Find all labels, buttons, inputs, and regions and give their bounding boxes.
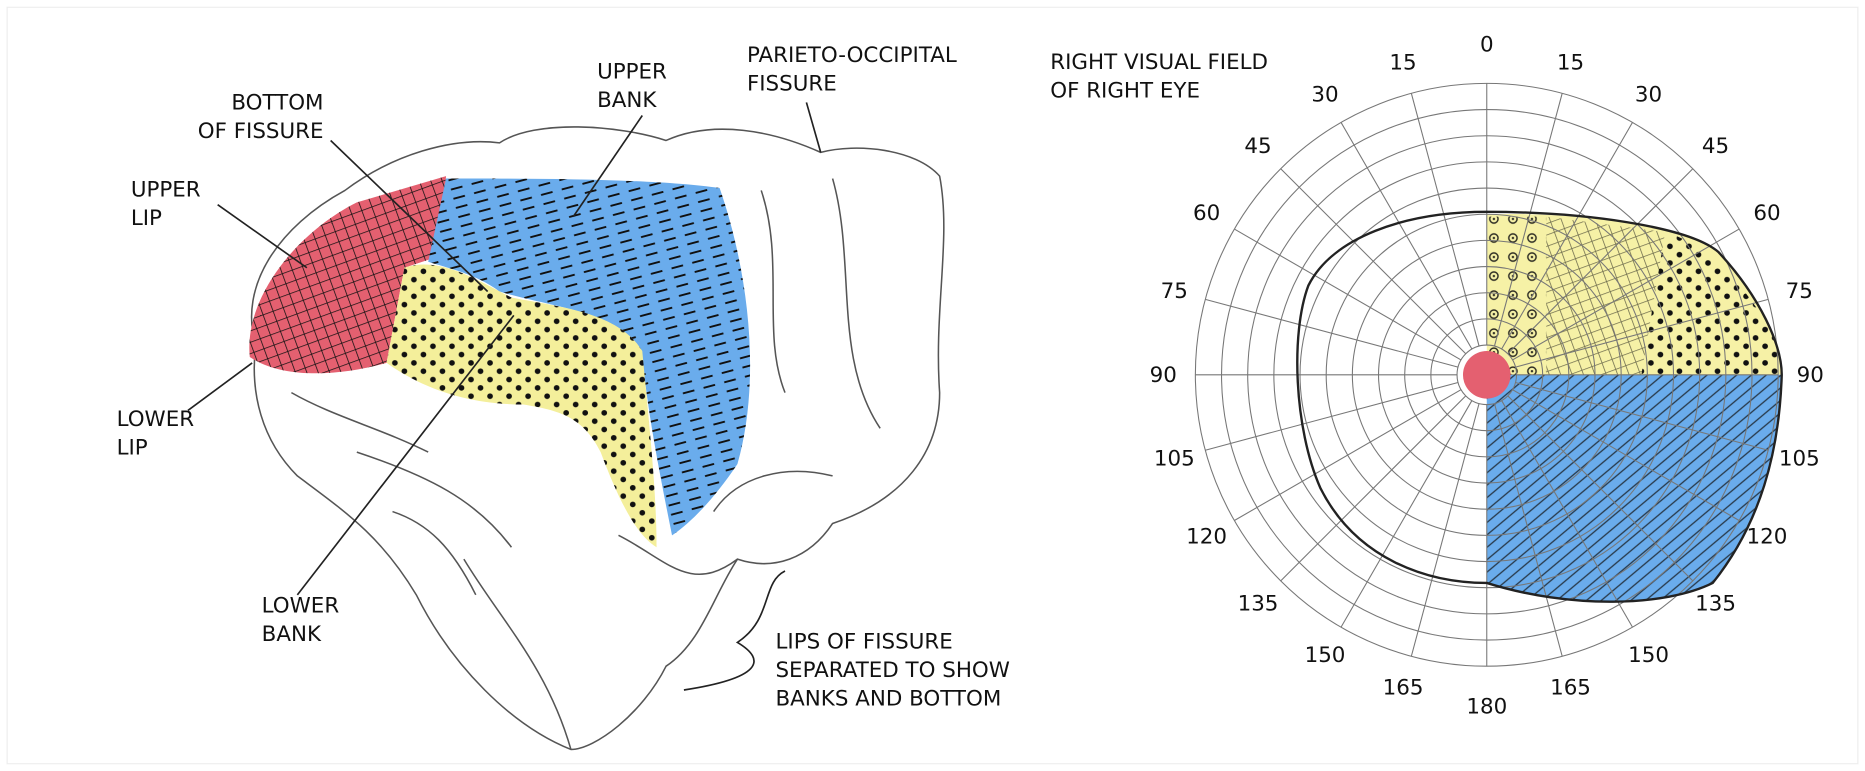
lines-pattern	[1486, 374, 1782, 602]
radial-line	[1280, 395, 1467, 582]
angle-label: 165	[1383, 675, 1424, 700]
angle-label: 60	[1193, 201, 1220, 226]
brain-label: BANKS AND BOTTOM	[775, 686, 1001, 711]
angle-label: 120	[1186, 525, 1227, 550]
radial-line	[1493, 93, 1563, 347]
radial-line	[1512, 389, 1740, 521]
brain-label: BANK	[262, 622, 322, 647]
radial-line	[1340, 122, 1473, 350]
angle-label: 15	[1389, 50, 1416, 75]
radial-line	[1515, 298, 1769, 368]
brain-label: FISSURE	[747, 72, 837, 97]
angle-label: 30	[1635, 83, 1662, 108]
brain-label: UPPER	[131, 177, 201, 202]
field-title: OF RIGHT EYE	[1050, 79, 1200, 104]
brain-label: LIP	[117, 435, 148, 460]
angle-label: 165	[1550, 675, 1591, 700]
radial-line	[1512, 228, 1740, 361]
brain-label: LOWER	[117, 407, 195, 432]
radial-line	[1515, 381, 1769, 451]
angle-label: 0	[1480, 32, 1494, 57]
radial-line	[1507, 395, 1694, 582]
brain-label: BANK	[597, 88, 657, 113]
brain-drawing	[250, 126, 945, 751]
radial-line	[1280, 168, 1467, 355]
radial-line	[1501, 400, 1633, 628]
field-title: RIGHT VISUAL FIELD	[1050, 50, 1268, 75]
angle-label: 45	[1244, 134, 1271, 159]
angle-label: 180	[1466, 695, 1507, 720]
angle-label: 90	[1797, 363, 1824, 388]
radial-line	[1234, 228, 1462, 361]
radial-line	[1234, 389, 1462, 521]
radial-line	[1340, 400, 1473, 628]
lower-dots	[386, 264, 657, 548]
angle-label: 30	[1311, 83, 1338, 108]
dots-pattern	[1641, 232, 1782, 375]
brain-label: SEPARATED TO SHOW	[775, 658, 1009, 683]
brain-label: LIPS OF FISSURE	[775, 629, 952, 654]
brain-label: OF FISSURE	[198, 119, 324, 144]
angle-label: 15	[1557, 50, 1584, 75]
radial-line	[1410, 403, 1480, 657]
angle-label: 60	[1753, 201, 1780, 226]
angle-label: 150	[1628, 643, 1669, 668]
radial-line	[1205, 298, 1459, 368]
brain-label: PARIETO-OCCIPITAL	[747, 43, 957, 68]
angle-label: 120	[1747, 525, 1788, 550]
brain-label: BOTTOM	[231, 91, 323, 116]
radial-line	[1205, 381, 1459, 451]
brain-label: UPPER	[597, 60, 667, 85]
brain-label: LIP	[131, 206, 162, 231]
radial-line	[1493, 403, 1563, 657]
brain-label: LOWER	[262, 594, 340, 619]
bank-dashes	[428, 178, 751, 536]
radial-line	[1410, 93, 1480, 347]
rings-pattern	[1486, 216, 1547, 375]
angle-label: 105	[1779, 447, 1820, 472]
field-boundary	[1296, 210, 1783, 603]
angle-label: 75	[1786, 279, 1813, 304]
labels: BOTTOM OF FISSURE UPPER BANK PARIETO-OCCIPIT…	[117, 43, 1268, 711]
leader-lines	[187, 102, 822, 691]
radial-line	[1507, 168, 1694, 355]
angle-label: 45	[1702, 134, 1729, 159]
center-spot	[1462, 351, 1511, 399]
visual-field-chart: 0 180 15 30 45 60 75 90 105 120 135 150 165 15 30 45 60 7…	[1150, 32, 1824, 719]
angle-label: 135	[1695, 592, 1736, 617]
angle-label: 150	[1305, 643, 1346, 668]
lip-hatch	[249, 176, 447, 374]
angle-label: 135	[1238, 592, 1279, 617]
radial-line	[1501, 122, 1633, 350]
angle-label: 105	[1154, 447, 1195, 472]
angle-label: 90	[1150, 363, 1177, 388]
angle-label: 75	[1161, 279, 1188, 304]
